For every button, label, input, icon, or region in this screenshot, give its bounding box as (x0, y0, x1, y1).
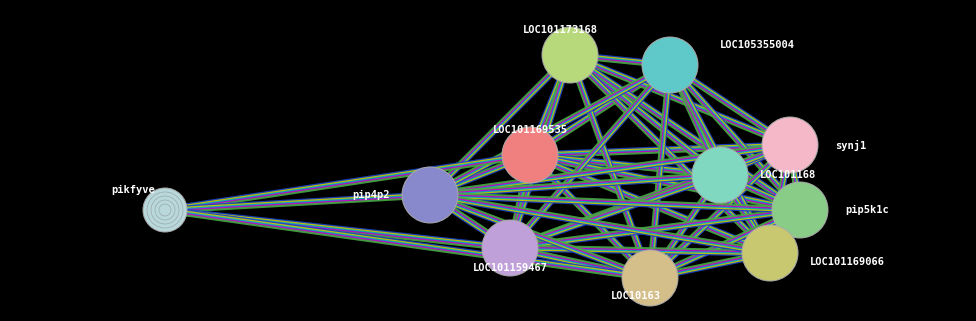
Text: LOC10163: LOC10163 (611, 291, 661, 301)
Text: LOC101173168: LOC101173168 (522, 25, 597, 35)
Text: pip5k1c: pip5k1c (845, 205, 889, 215)
Circle shape (542, 27, 598, 83)
Circle shape (622, 250, 678, 306)
Circle shape (502, 127, 558, 183)
Text: pip4p2: pip4p2 (352, 190, 390, 200)
Text: LOC101168: LOC101168 (760, 170, 816, 180)
Circle shape (692, 147, 748, 203)
Text: LOC101169535: LOC101169535 (493, 125, 567, 135)
Circle shape (642, 37, 698, 93)
Text: LOC105355004: LOC105355004 (720, 40, 795, 50)
Text: pikfyve: pikfyve (111, 185, 155, 195)
Text: LOC101169066: LOC101169066 (810, 257, 885, 267)
Circle shape (482, 220, 538, 276)
Circle shape (143, 188, 187, 232)
Circle shape (762, 117, 818, 173)
Circle shape (402, 167, 458, 223)
Circle shape (742, 225, 798, 281)
Text: LOC101159467: LOC101159467 (472, 263, 548, 273)
Circle shape (772, 182, 828, 238)
Text: synj1: synj1 (835, 140, 867, 151)
